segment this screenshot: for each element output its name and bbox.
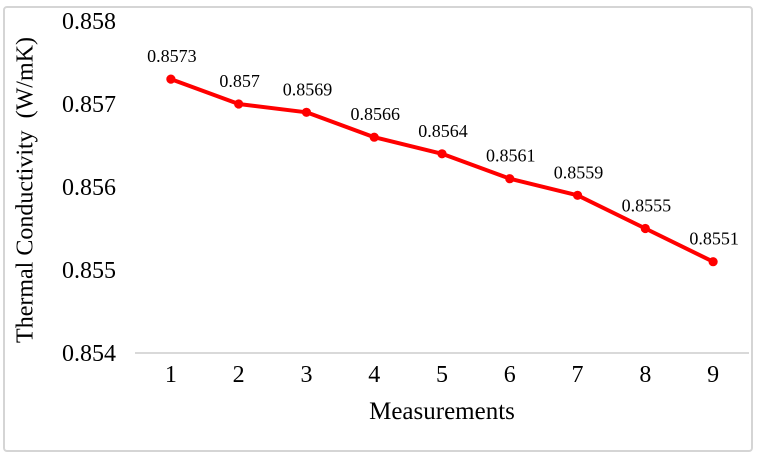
series-line <box>168 77 716 264</box>
data-point-marker <box>437 149 447 159</box>
data-point-label: 0.8551 <box>689 229 739 249</box>
x-tick-label: 2 <box>233 362 245 388</box>
y-tick-label: 0.856 <box>62 175 116 201</box>
data-point-label: 0.857 <box>219 71 260 91</box>
x-tick-label: 8 <box>639 362 651 388</box>
x-tick-label: 3 <box>300 362 312 388</box>
data-point-marker <box>708 257 718 267</box>
data-point-label: 0.8566 <box>350 104 400 124</box>
y-tick-label: 0.855 <box>62 258 116 284</box>
data-point-marker <box>301 107 312 117</box>
data-point-marker <box>505 174 515 184</box>
x-tick-label: 9 <box>707 362 719 388</box>
data-point-marker <box>572 190 583 200</box>
data-point-label: 0.8555 <box>622 196 672 216</box>
data-point-label: 0.8564 <box>418 121 468 141</box>
y-tick-label: 0.857 <box>62 92 116 118</box>
data-point-label: 0.8559 <box>554 162 604 182</box>
y-tick-label: 0.858 <box>62 9 116 35</box>
data-point-marker <box>369 132 379 142</box>
data-point-marker <box>234 99 244 109</box>
data-point-label: 0.8569 <box>283 79 333 99</box>
y-axis-title: Thermal Conductivity (W/mK) <box>12 37 39 343</box>
x-tick-label: 6 <box>504 362 516 388</box>
x-tick-label: 4 <box>368 362 380 388</box>
data-point-label: 0.8573 <box>147 46 197 66</box>
figure-border <box>3 6 753 452</box>
x-tick-label: 7 <box>572 362 584 388</box>
data-point-marker <box>166 74 176 84</box>
x-tick-label: 1 <box>165 362 177 388</box>
y-tick-label: 0.854 <box>62 341 116 367</box>
x-axis-title: Measurements <box>369 398 515 425</box>
data-point-marker <box>640 223 650 234</box>
x-tick-label: 5 <box>436 362 448 388</box>
data-point-label: 0.8561 <box>486 146 536 166</box>
